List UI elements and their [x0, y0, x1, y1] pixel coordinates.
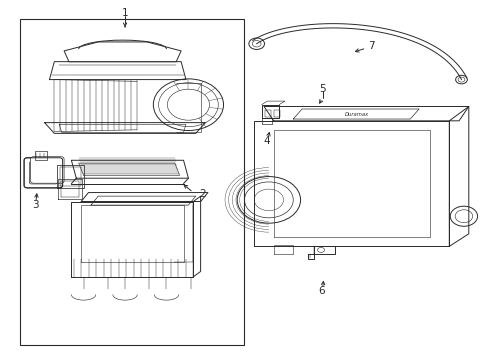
Text: 6: 6	[318, 286, 324, 296]
Bar	[20, 19, 244, 345]
Circle shape	[248, 38, 264, 49]
Text: 4: 4	[263, 136, 269, 145]
Text: 7: 7	[367, 41, 374, 50]
Text: 1: 1	[122, 8, 128, 18]
FancyBboxPatch shape	[30, 157, 64, 183]
Bar	[35, 151, 47, 160]
Text: 3: 3	[32, 200, 39, 210]
Bar	[274, 110, 280, 117]
Bar	[265, 110, 271, 117]
Text: 5: 5	[319, 84, 325, 94]
Text: 2: 2	[199, 189, 206, 199]
Circle shape	[455, 75, 467, 84]
Text: Duramax: Duramax	[344, 112, 368, 117]
